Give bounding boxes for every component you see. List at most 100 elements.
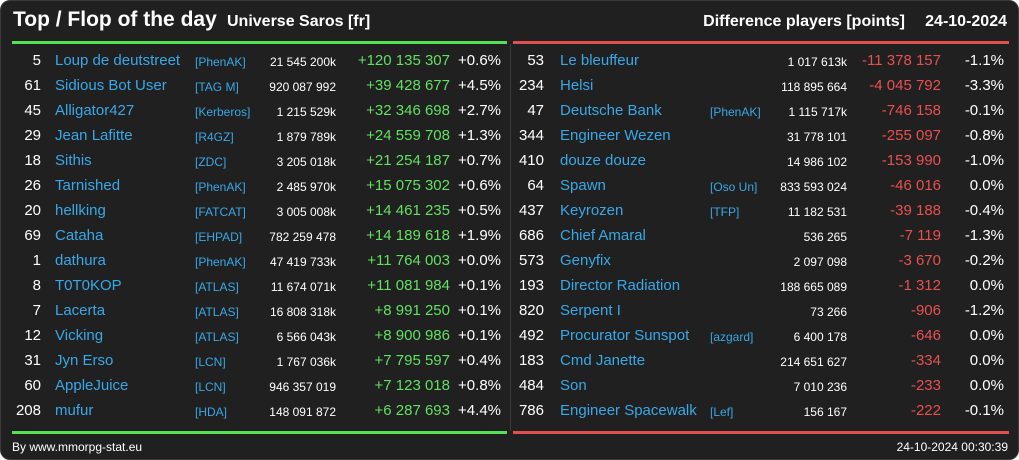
- player-rank: 60: [24, 377, 41, 394]
- alliance-tag-link[interactable]: [PhenAK]: [195, 180, 246, 194]
- player-name-link[interactable]: Le bleuffeur: [560, 52, 639, 69]
- player-name-link[interactable]: Director Radiation: [560, 277, 681, 294]
- player-name-link[interactable]: Serpent I: [560, 302, 621, 319]
- flop-row: 64 Spawn [Oso Un] 833 593 024 -46 016 0.0%: [513, 173, 1009, 198]
- player-rank: 492: [518, 327, 544, 344]
- top-row: 208 mufur [HDA] 148 091 872 +6 287 693 +4.4%: [12, 398, 507, 423]
- universe-label: Universe Saros [fr]: [227, 13, 371, 30]
- percent-change: +0.7%: [458, 152, 501, 169]
- player-rank: 18: [24, 152, 41, 169]
- top-row: 18 Sithis [ZDC] 3 205 018k +21 254 187 +0.7%: [12, 148, 507, 173]
- player-rank: 69: [24, 227, 41, 244]
- player-name-link[interactable]: Jean Lafitte: [55, 127, 133, 144]
- percent-change: 0.0%: [969, 352, 1004, 369]
- player-rank: 31: [24, 352, 41, 369]
- player-name-link[interactable]: Deutsche Bank: [560, 102, 662, 119]
- percent-change: +4.4%: [458, 402, 501, 419]
- top-row: 1 dathura [PhenAK] 47 419 733k +11 764 003 +0…: [12, 248, 507, 273]
- alliance-tag-link[interactable]: [R4GZ]: [195, 130, 234, 144]
- player-name-link[interactable]: dathura: [55, 252, 106, 269]
- player-name-link[interactable]: Chief Amaral: [560, 227, 646, 244]
- flop-row: 786 Engineer Spacewalk [Lef] 156 167 -222 -0.…: [513, 398, 1009, 423]
- player-name-link[interactable]: Spawn: [560, 177, 606, 194]
- percent-change: +0.6%: [458, 52, 501, 69]
- player-name-link[interactable]: Procurator Sunspot: [560, 327, 690, 344]
- player-name-link[interactable]: Tarnished: [55, 177, 121, 194]
- points-difference: +6 287 693: [374, 402, 451, 419]
- player-rank: 64: [527, 177, 544, 194]
- player-points: 73 266: [810, 305, 847, 319]
- alliance-tag-link[interactable]: [PhenAK]: [195, 255, 246, 269]
- player-name-link[interactable]: Cmd Janette: [560, 352, 646, 369]
- points-difference: -646: [910, 327, 941, 344]
- points-difference: -334: [910, 352, 941, 369]
- player-rank: 20: [24, 202, 41, 219]
- alliance-tag-link[interactable]: [LCN]: [195, 380, 226, 394]
- player-name-link[interactable]: Sidious Bot User: [55, 77, 167, 94]
- player-name-link[interactable]: hellking: [55, 202, 106, 219]
- percent-change: +0.0%: [458, 252, 501, 269]
- player-rank: 820: [518, 302, 544, 319]
- player-name-link[interactable]: Cataha: [55, 227, 104, 244]
- player-name-link[interactable]: Loup de deutstreet: [55, 52, 181, 69]
- points-difference: -222: [910, 402, 941, 419]
- flop-row: 53 Le bleuffeur 1 017 613k -11 378 157 -1.1%: [513, 48, 1009, 73]
- points-difference: -1 312: [898, 277, 941, 294]
- player-name-link[interactable]: Engineer Spacewalk: [560, 402, 697, 419]
- alliance-tag-link[interactable]: [ATLAS]: [195, 280, 239, 294]
- flop-row: 484 Son 7 010 236 -233 0.0%: [513, 373, 1009, 398]
- alliance-tag-link[interactable]: [HDA]: [195, 405, 228, 419]
- alliance-tag-link[interactable]: [Oso Un]: [710, 180, 758, 194]
- alliance-tag-link[interactable]: [ATLAS]: [195, 305, 239, 319]
- player-points: 6 566 043k: [276, 330, 336, 344]
- alliance-tag-link[interactable]: [LCN]: [195, 355, 226, 369]
- player-name-link[interactable]: douze douze: [560, 152, 646, 169]
- source-link[interactable]: By www.mmorpg-stat.eu: [12, 440, 143, 454]
- player-rank: 29: [24, 127, 41, 144]
- player-name-link[interactable]: Genyfix: [560, 252, 611, 269]
- player-points: 920 087 992: [269, 80, 336, 94]
- alliance-tag-link[interactable]: [ATLAS]: [195, 330, 239, 344]
- player-name-link[interactable]: AppleJuice: [55, 377, 129, 394]
- player-points: 47 419 733k: [269, 255, 336, 269]
- percent-change: 0.0%: [969, 377, 1004, 394]
- player-name-link[interactable]: Vicking: [55, 327, 104, 344]
- flop-row: 573 Genyfix 2 097 098 -3 670 -0.2%: [513, 248, 1009, 273]
- alliance-tag-link[interactable]: [TFP]: [710, 205, 740, 219]
- player-name-link[interactable]: Keyrozen: [560, 202, 624, 219]
- player-name-link[interactable]: mufur: [55, 402, 94, 419]
- alliance-tag-link[interactable]: [ZDC]: [195, 155, 227, 169]
- points-difference: +7 123 018: [374, 377, 451, 394]
- alliance-tag-link[interactable]: [FATCAT]: [195, 205, 246, 219]
- player-points: 11 674 071k: [270, 280, 336, 294]
- flop-row: 686 Chief Amaral 536 265 -7 119 -1.3%: [513, 223, 1009, 248]
- player-name-link[interactable]: Lacerta: [55, 302, 106, 319]
- player-name-link[interactable]: Sithis: [55, 152, 92, 169]
- points-difference: -233: [910, 377, 941, 394]
- alliance-tag-link[interactable]: [Lef]: [710, 405, 734, 419]
- player-name-link[interactable]: Jyn Erso: [55, 352, 114, 369]
- percent-change: +4.5%: [458, 77, 501, 94]
- alliance-tag-link[interactable]: [Kerberos]: [195, 105, 251, 119]
- points-difference: -746 158: [881, 102, 941, 119]
- player-points: 148 091 872: [269, 405, 336, 419]
- percent-change: -1.3%: [964, 227, 1004, 244]
- alliance-tag-link[interactable]: [EHPAD]: [195, 230, 243, 244]
- percent-change: +2.7%: [458, 102, 501, 119]
- player-points: 188 665 089: [780, 280, 847, 294]
- alliance-tag-link[interactable]: [TAG M]: [195, 80, 239, 94]
- player-points: 7 010 236: [793, 380, 847, 394]
- alliance-tag-link[interactable]: [azgard]: [710, 330, 754, 344]
- alliance-tag-link[interactable]: [PhenAK]: [195, 55, 246, 69]
- player-name-link[interactable]: Alligator427: [55, 102, 135, 119]
- player-name-link[interactable]: Son: [560, 377, 587, 394]
- player-name-link[interactable]: Helsi: [560, 77, 594, 94]
- percent-change: -0.8%: [964, 127, 1004, 144]
- player-name-link[interactable]: T0T0KOP: [55, 277, 122, 294]
- player-name-link[interactable]: Engineer Wezen: [560, 127, 671, 144]
- percent-change: 0.0%: [969, 277, 1004, 294]
- alliance-tag-link[interactable]: [PhenAK]: [710, 105, 761, 119]
- player-rank: 45: [24, 102, 41, 119]
- player-points: 16 808 318k: [269, 305, 336, 319]
